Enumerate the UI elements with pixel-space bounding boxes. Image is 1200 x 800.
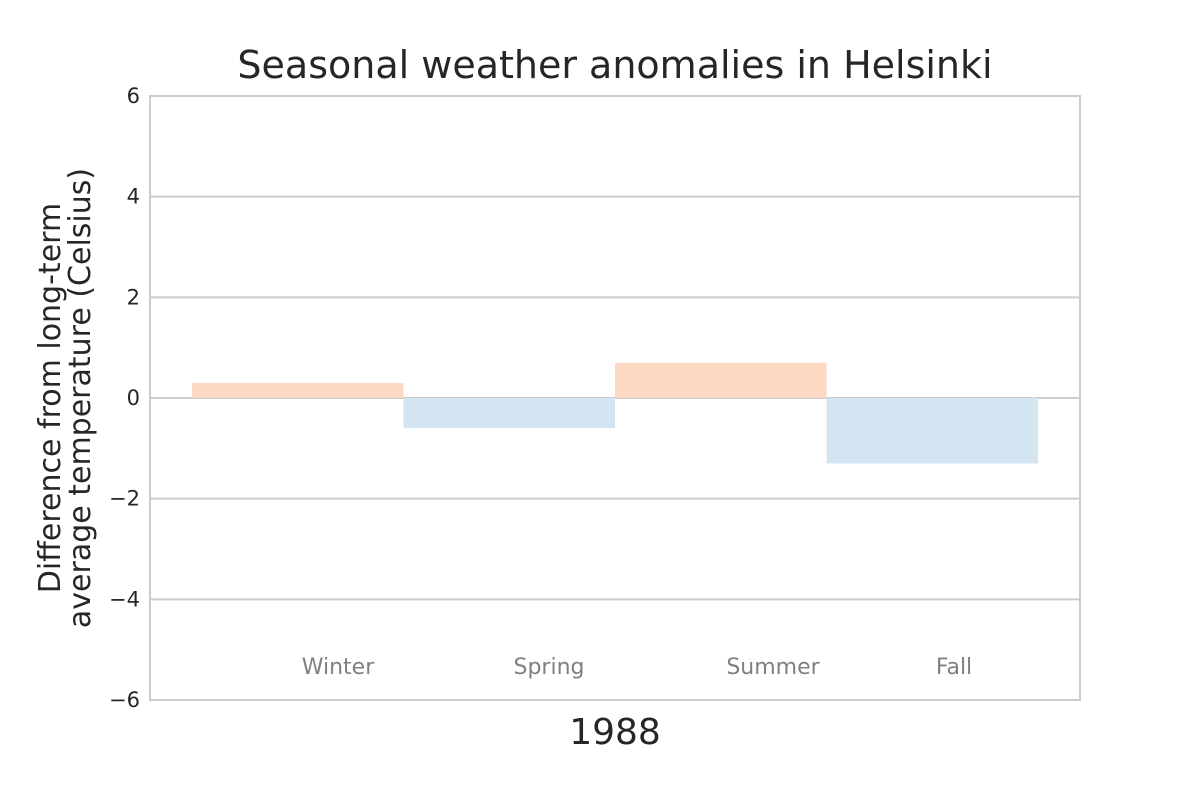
y-tick-label: −4 <box>109 587 140 611</box>
y-tick-label: 2 <box>127 285 140 309</box>
season-labels: Winter Spring Summer Fall <box>302 655 972 680</box>
y-tick-label: −6 <box>109 688 140 712</box>
season-label-winter: Winter <box>302 655 375 680</box>
bar-summer <box>615 362 827 398</box>
y-axis-label-line-2: average temperature (Celsius) <box>63 168 98 628</box>
x-axis-label: 1988 <box>569 712 661 753</box>
plot-frame <box>149 95 1081 701</box>
y-tick-labels: −6 −4 −2 0 2 4 6 <box>109 84 140 712</box>
y-tick-label: 0 <box>127 386 140 410</box>
chart-title: Seasonal weather anomalies in Helsinki <box>237 43 992 87</box>
y-tick-label: 6 <box>127 84 140 108</box>
bars <box>192 362 1038 464</box>
season-label-fall: Fall <box>936 655 972 680</box>
y-tick-label: 4 <box>127 185 140 209</box>
bar-spring <box>403 398 615 429</box>
season-label-summer: Summer <box>726 655 820 680</box>
bar-winter <box>192 382 404 398</box>
y-axis-label: Difference from long-term average temper… <box>33 168 98 628</box>
y-axis-label-line-1: Difference from long-term <box>33 203 68 593</box>
season-label-spring: Spring <box>514 655 585 680</box>
bar-fall <box>826 398 1038 464</box>
y-tick-label: −2 <box>109 487 140 511</box>
